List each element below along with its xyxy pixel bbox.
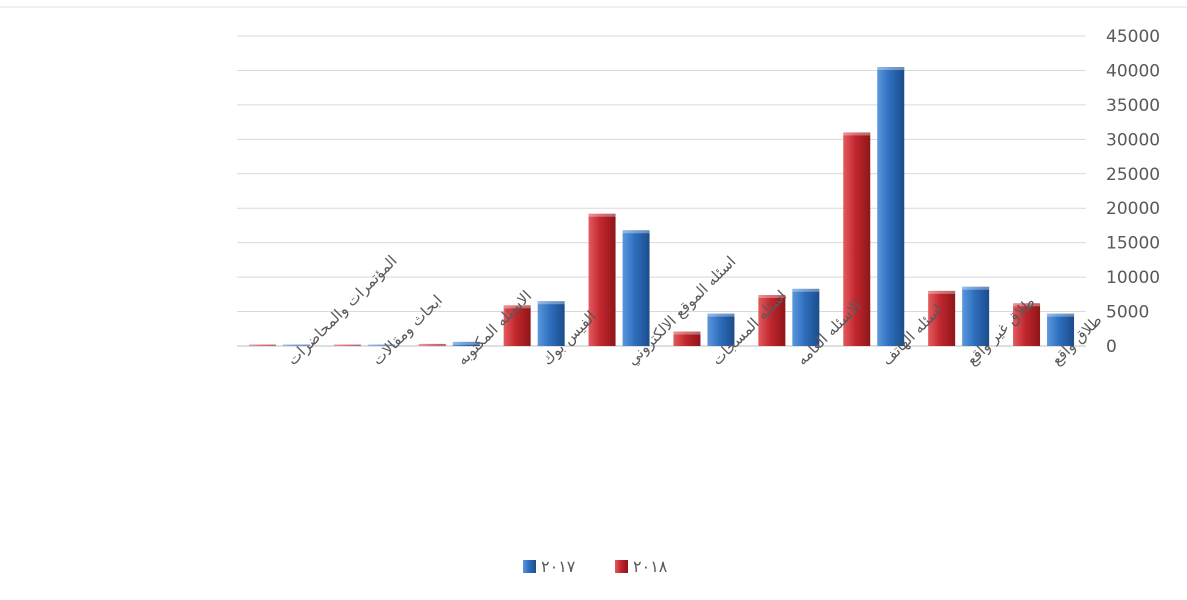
bar-series1 [843,132,871,346]
bar-highlight [962,286,990,290]
bar-highlight [1013,303,1041,307]
bar-highlight [333,344,361,346]
y-tick-label: 25000 [1106,165,1160,185]
bar-highlight [673,331,701,335]
bar-series1 [503,305,531,346]
y-tick-label: 15000 [1106,234,1160,254]
bar-series2 [962,286,990,346]
bar-series2 [367,344,395,346]
bar-highlight [758,295,786,299]
y-tick-label: 0 [1106,337,1117,357]
bar-series2 [707,313,735,346]
bar-highlight [843,132,871,136]
y-tick-label: 30000 [1106,130,1160,150]
x-tick-label: ابحاث ومقالات [368,291,446,369]
bar-highlight [367,344,395,346]
bar-series1 [928,290,956,346]
y-tick-label: 40000 [1106,61,1160,81]
bars [248,67,1075,346]
bar-highlight [622,230,650,234]
legend-label: ٢٠١٧ [541,557,576,576]
bar-highlight [282,344,310,346]
legend-swatch [523,560,536,573]
legend-label: ٢٠١٨ [633,557,668,576]
bar-highlight [928,290,956,294]
y-tick-label: 35000 [1106,96,1160,116]
bar-highlight [792,288,820,292]
bar-highlight [537,301,565,305]
legend: ٢٠١٧ ٢٠١٨ [523,557,668,576]
bar-highlight [707,313,735,317]
y-tick-label: 20000 [1106,199,1160,219]
bar-highlight [418,343,446,346]
y-tick-label: 45000 [1106,27,1160,47]
y-tick-label: 10000 [1106,268,1160,288]
bar-highlight [1047,313,1075,317]
bar-highlight [588,213,616,217]
bar-series1 [418,343,446,346]
bar-highlight [503,305,531,309]
bar-series1 [333,344,361,346]
bar-series2 [622,230,650,346]
bar-series2 [537,301,565,346]
bar-highlight [452,341,480,345]
bar-highlight [877,67,905,70]
y-axis: 0 5000 10000 15000 20000 25000 30000 35000 40000… [1106,27,1160,357]
bar-series1 [588,213,616,346]
bar-series1 [758,295,786,346]
legend-swatch [615,560,628,573]
bar-series2 [452,341,480,346]
bar-series2 [1047,313,1075,346]
bar-series1 [673,331,701,346]
bar-series2 [282,344,310,346]
bar-series2 [877,67,905,346]
bar-series1 [248,344,276,346]
bar-series1 [1013,303,1041,346]
bar-series2 [792,288,820,346]
y-tick-label: 5000 [1106,303,1149,323]
bar-highlight [248,344,276,346]
